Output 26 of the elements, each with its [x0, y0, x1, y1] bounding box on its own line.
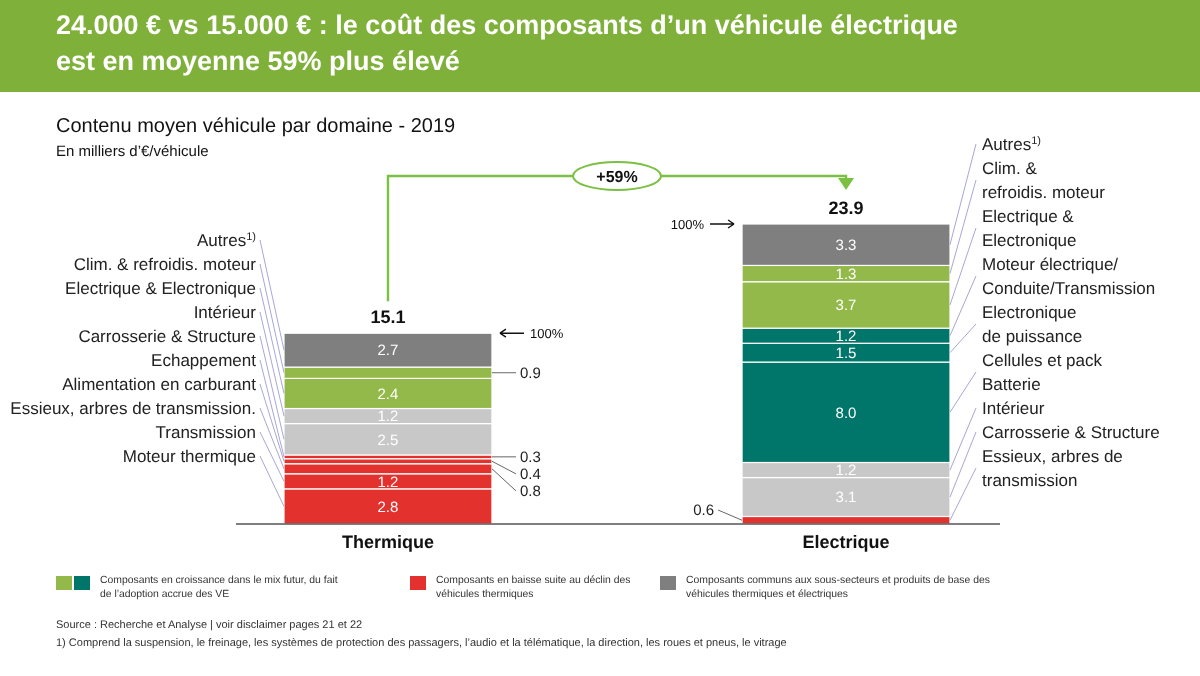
x-tick-label: Electrique: [802, 532, 890, 552]
text: Transmission: [155, 421, 257, 442]
text: Carrosserie & Structure: [78, 325, 257, 346]
x-tick-label: Thermique: [341, 532, 434, 552]
series-label: Electronique de puissance: [982, 301, 1083, 346]
text: Autres$^{1)}$: [982, 133, 1042, 154]
text: Clim. & refroidis. moteur: [982, 157, 1106, 202]
text: Moteur thermique: [122, 445, 257, 466]
chart-title: 24.000 € vs 15.000 € : le coût des composants d’un véhicule électrique est en moyenne 59% plus élevé: [56, 10, 959, 76]
total-label: 15.1: [370, 307, 406, 328]
text: Essieux, arbres de transmission.: [10, 397, 256, 418]
text: Essieux, arbres de transmission: [982, 445, 1124, 490]
series-label: Cellules et pack Batterie: [982, 349, 1104, 394]
text: +59%: [596, 167, 638, 186]
text: Electrique & Electronique: [65, 277, 257, 298]
text: Alimentation en carburant: [62, 373, 258, 394]
text: Clim. & refroidis. moteur: [73, 253, 257, 274]
text: Electrique & Electronique: [982, 205, 1078, 250]
chart-subtitle: Contenu moyen véhicule par domaine - 2019: [56, 116, 457, 138]
text: Carrosserie & Structure: [982, 421, 1161, 442]
total-label: 23.9: [828, 198, 864, 218]
text: Intérieur: [982, 397, 1045, 418]
text: Moteur électrique/ Conduite/Transmission: [982, 253, 1156, 298]
text: Echappement: [151, 349, 258, 370]
text: Autres$^{1)}$: [197, 229, 257, 250]
text: Intérieur: [193, 301, 257, 322]
